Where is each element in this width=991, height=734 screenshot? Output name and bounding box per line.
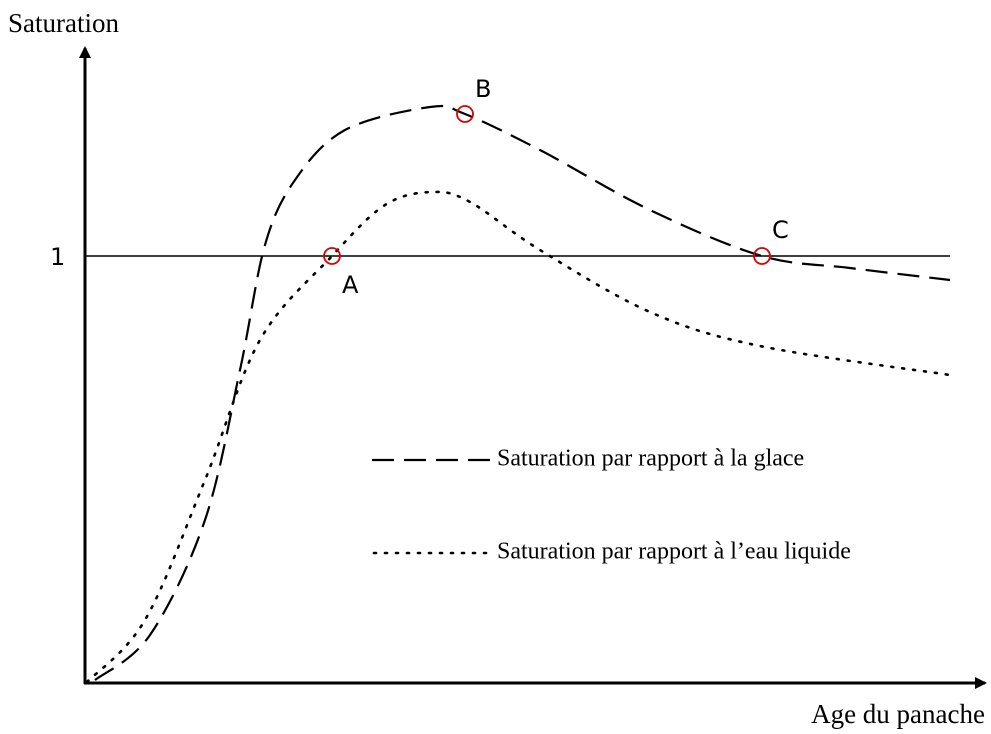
y-axis-label: Saturation <box>8 8 119 38</box>
point-marker <box>753 247 771 265</box>
point-label: C <box>772 216 789 244</box>
point-marker <box>456 105 474 123</box>
point-marker <box>323 247 341 265</box>
legend-label: Saturation par rapport à l’eau liquide <box>497 539 851 565</box>
legend-label: Saturation par rapport à la glace <box>497 446 804 472</box>
reference-label: 1 <box>50 243 65 271</box>
point-label: A <box>342 271 359 299</box>
ice-curve <box>94 104 951 681</box>
point-label: B <box>475 75 491 103</box>
x-axis-label: Age du panache <box>811 699 985 729</box>
water-curve <box>85 190 952 684</box>
